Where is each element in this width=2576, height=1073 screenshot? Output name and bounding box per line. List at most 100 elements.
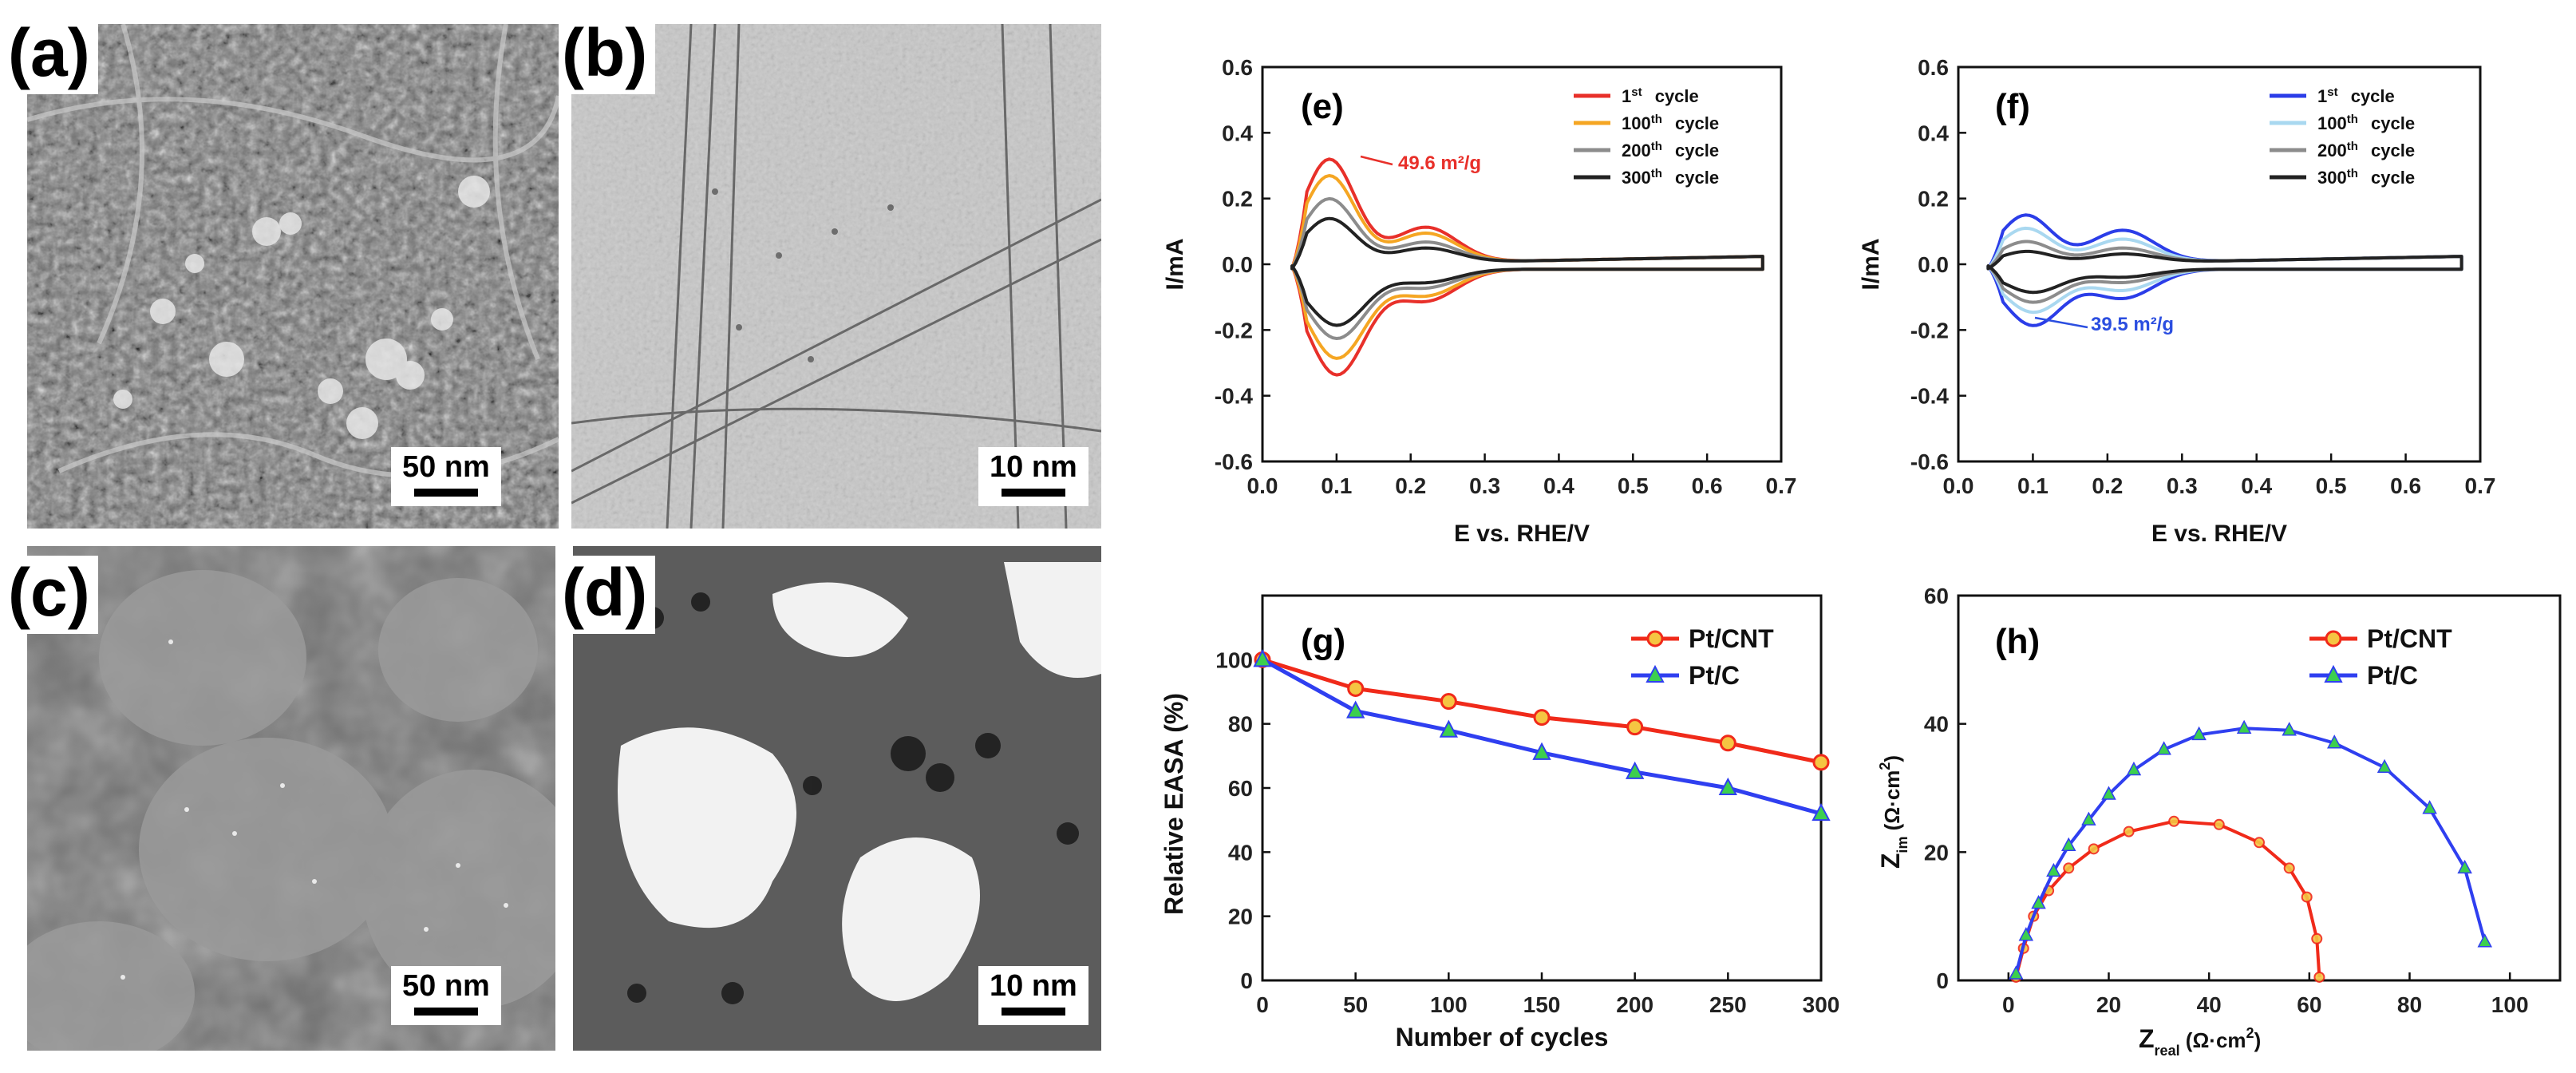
data-point [2081,811,2096,826]
panel-label-f: (f) [1995,87,2030,126]
chart-h: 0 20 40 60 80 100 0 20 40 60 (h) Zreal (Ω·cm2) Zim (… [1876,584,2562,1059]
legend-marker [2325,630,2342,647]
x-tick-label: 20 [2096,992,2121,1017]
y-tick-label: 20 [1924,840,1949,865]
data-point [2101,786,2116,800]
chart-g: 0 50 100 150 200 250 300 0 20 40 60 80 100 (g) Number … [1160,594,1840,1051]
y-tick-label: 0.6 [1918,55,1949,80]
scale-bar-d: 10 nm [978,966,1088,1025]
legend-entry: 1st cycle [1622,85,1699,106]
data-point [2156,741,2171,755]
x-tick-label: 0.4 [2241,473,2272,498]
legend-entry: 200th cycle [1622,140,1719,160]
legend-marker [1646,664,1665,683]
x-tick-label: 0.6 [1692,473,1723,498]
x-tick-label: 0.1 [1321,473,1352,498]
legend-marker [1646,630,1664,647]
legend-entry: 1st cycle [2317,85,2395,106]
x-tick-label: 0.5 [1618,473,1649,498]
legend-entry: 200th cycle [2317,140,2415,160]
x-tick-label: 200 [1616,992,1653,1017]
x-tick-label: 0.1 [2017,473,2049,498]
x-axis-label: E vs. RHE/V [2151,521,2287,547]
fit-line-pt-cnt [2014,819,2321,978]
panel-label-a: (a) [5,16,98,94]
scale-bar-label: 50 nm [402,969,490,1003]
legend-entry: Pt/C [1689,661,1740,690]
x-tick-label: 80 [2397,992,2422,1017]
data-point [1626,761,1645,779]
y-tick-label: -0.6 [1215,449,1253,474]
data-point [2311,932,2323,944]
easa-annotation: 39.5 m²/g [2091,314,2174,335]
scale-bar-line [413,1007,478,1016]
legend-entry: 300th cycle [1622,167,1719,188]
x-tick-label: 50 [1343,992,1368,1017]
data-point [2046,862,2061,877]
y-tick-label: 0.0 [1918,252,1949,277]
data-point [1626,719,1644,736]
x-tick-label: 0.0 [1943,473,1974,498]
x-axis-label: Zreal (Ω·cm2) [2139,1024,2261,1059]
cv-curve-100th-cycle [1290,174,1764,360]
data-point [1718,777,1737,795]
data-point [2009,965,2024,980]
data-point [1440,693,1457,711]
annotation-leader [2034,316,2088,329]
panel-label-d: (d) [559,556,656,634]
y-tick-label: 40 [1924,712,1949,737]
y-tick-label: 0.4 [1918,121,1949,145]
scale-bar-label: 50 nm [402,450,490,484]
easa-annotation: 49.6 m²/g [1398,152,1481,174]
scale-bar-label: 10 nm [990,969,1077,1003]
y-tick-label: 0.2 [1222,187,1253,212]
data-point [1533,709,1551,727]
x-tick-label: 300 [1803,992,1840,1017]
legend-entry: 300th cycle [2317,167,2415,188]
y-tick-label: 20 [1228,905,1253,929]
x-tick-label: 0.3 [2167,473,2198,498]
y-tick-label: 60 [1924,584,1949,608]
legend-marker [2324,664,2343,683]
fit-line-pt-c [2014,727,2487,975]
legend-entry: Pt/CNT [1689,624,1774,653]
x-tick-label: 0.2 [1395,473,1426,498]
x-tick-label: 0 [1256,992,1269,1017]
micrograph-a [27,24,559,529]
data-point [1346,700,1365,719]
y-axis-label: Relative EASA (%) [1160,693,1188,915]
data-point [2254,837,2265,849]
data-point [2191,726,2207,741]
data-point [1347,679,1365,697]
scale-bar-c: 50 nm [391,966,501,1025]
sem-image-a [27,24,559,529]
chart-f: 0.0 0.1 0.2 0.3 0.4 0.5 0.6 0.7 0.6 0.4 0.2 0.0 -0.2… [1858,55,2495,547]
panel-label-h: (h) [1995,622,2040,661]
x-tick-label: 40 [2197,992,2222,1017]
scale-bar-line [413,488,478,497]
x-tick-label: 0.5 [2316,473,2347,498]
data-point [2477,933,2492,948]
data-point [2236,719,2252,734]
data-point [2168,815,2180,827]
x-tick-label: 0.3 [1469,473,1500,498]
scale-bar-b: 10 nm [978,447,1088,506]
x-tick-label: 0.6 [2390,473,2421,498]
data-point [1253,649,1272,667]
data-point [1812,754,1830,771]
cv-curve-200th-cycle [1986,240,2463,304]
y-tick-label: -0.4 [1215,384,1254,409]
y-tick-label: 40 [1228,840,1253,865]
panel-label-e: (e) [1301,87,1344,126]
x-tick-label: 0.7 [1766,473,1797,498]
scale-bar-line [1001,488,1065,497]
x-tick-label: 0.7 [2465,473,2496,498]
data-point [1719,734,1736,752]
micrograph-b [571,24,1101,529]
x-tick-label: 0 [2002,992,2015,1017]
legend-entry: Pt/CNT [2367,624,2452,653]
data-point [2018,927,2034,941]
plot-frame [1261,594,1823,982]
data-point [1532,742,1551,760]
